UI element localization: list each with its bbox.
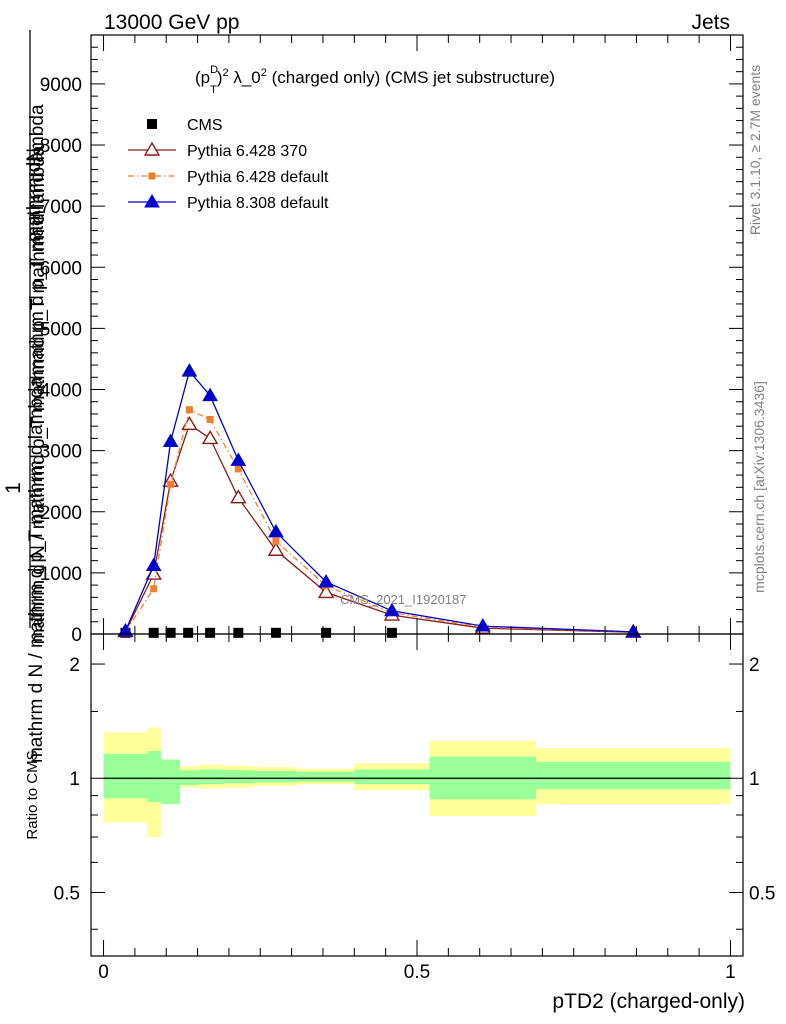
ratio-band-inner — [223, 770, 254, 784]
main-ytick-label: 0 — [71, 625, 82, 646]
data-point — [145, 557, 162, 572]
ratio-band-inner — [297, 771, 355, 782]
data-point — [230, 452, 247, 466]
ratio-panel: 0.5 0.5 1 1 2 2 0 0.5 1 — [54, 633, 775, 983]
data-point — [165, 627, 176, 638]
legend-entry-pythia8: Pythia 8.308 default — [128, 194, 329, 212]
data-point — [205, 627, 216, 638]
data-point — [270, 627, 281, 638]
data-point — [386, 627, 397, 638]
legend-entry-cms: CMS — [147, 117, 223, 134]
series-3 — [117, 363, 642, 638]
data-point — [181, 363, 198, 377]
legend-marker-pythia6-370 — [143, 141, 161, 156]
main-ylabel-num2: mathrm d N / mathrmd p_T mathrmd p_T mat… — [28, 145, 49, 644]
legend-label-pythia6-370: Pythia 6.428 370 — [187, 143, 307, 160]
ratio-ytick-label-right: 2 — [749, 655, 760, 676]
legend-marker-pythia6-default — [148, 172, 156, 180]
data-point — [272, 537, 280, 545]
main-ytick-label: 7000 — [40, 197, 82, 218]
main-ytick-label: 9000 — [40, 75, 82, 96]
x-tick-label: 0 — [98, 962, 109, 983]
main-ytick-label: 1000 — [40, 564, 82, 585]
data-point — [183, 627, 194, 638]
ratio-ytick-label-right: 1 — [749, 769, 760, 790]
ratio-ytick-label-right: 0.5 — [749, 883, 775, 904]
mcplots-label: mcplots.cern.ch [arXiv:1306.3436] — [751, 381, 767, 593]
series-0 — [120, 627, 397, 638]
main-ytick-label: 4000 — [40, 381, 82, 402]
data-point — [268, 523, 284, 538]
data-point — [206, 415, 214, 423]
main-ytick-label: 2000 — [40, 503, 82, 524]
ratio-axes: 0.5 0.5 1 1 2 2 0 0.5 1 — [54, 634, 775, 983]
x-tick-label: 0.5 — [404, 962, 430, 983]
data-point — [148, 627, 159, 638]
ratio-ytick-label: 0.5 — [54, 883, 80, 904]
rivet-label: Rivet 3.1.10, ≥ 2.7M events — [747, 65, 763, 235]
legend-marker-cms — [147, 119, 157, 129]
main-ylabel-num3: mathrm d p_T mathrm d lambda — [27, 104, 48, 375]
header-right: Jets — [691, 11, 730, 34]
analysis-watermark: CMS_2021_I1920187 — [340, 592, 467, 607]
data-point — [318, 574, 334, 588]
data-point — [267, 541, 285, 556]
data-point — [230, 489, 247, 504]
main-ytick-label: 3000 — [40, 442, 82, 463]
main-axes: 0 1000 2000 3000 4000 5000 6000 7000 8000 9000 — [40, 34, 743, 646]
ratio-band-inner — [180, 770, 199, 785]
main-ylabel-denominator: mathrm d N / mathrm d p_T mathrm d lambd… — [26, 377, 47, 764]
ratio-band-inner — [161, 759, 181, 805]
main-ylabel-one: 1 — [2, 482, 25, 494]
legend: CMS Pythia 6.428 370 Pythia 6.428 defaul… — [128, 117, 329, 212]
legend-entry-pythia6-default: Pythia 6.428 default — [128, 169, 329, 186]
legend-label-pythia6-default: Pythia 6.428 default — [187, 169, 329, 186]
data-point — [625, 623, 642, 638]
data-point — [201, 430, 219, 445]
main-ytick-label: 8000 — [40, 136, 82, 157]
ratio-band-inner — [354, 769, 430, 785]
legend-marker-pythia8 — [144, 194, 160, 208]
header-left: 13000 GeV pp — [104, 11, 239, 34]
plot-title: (pD T)2 λ_02 (charged only) (CMS jet subs… — [195, 64, 555, 96]
data-point — [150, 585, 158, 593]
data-point — [117, 622, 134, 637]
x-axis-label: pTD2 (charged-only) — [552, 990, 745, 1013]
ratio-band-inner — [536, 761, 731, 790]
ratio-ylabel: Ratio to CMS — [24, 750, 41, 839]
ratio-bands — [103, 727, 731, 838]
ratio-band-inner — [147, 750, 162, 803]
ratio-ytick-label: 1 — [69, 769, 80, 790]
x-tick-label: 1 — [725, 962, 736, 983]
main-ylabel-num1: mathrm dN — [24, 148, 45, 242]
data-point — [185, 406, 193, 414]
ratio-band-inner — [198, 769, 224, 785]
main-ylabel: 1 mathrm dN mathrm d p_T mathrm d lambda… — [2, 30, 49, 763]
ratio-ytick-label: 2 — [69, 655, 80, 676]
data-point — [234, 465, 242, 473]
data-point — [181, 415, 198, 431]
ratio-band-inner — [254, 770, 298, 783]
main-ytick-label: 5000 — [40, 319, 82, 340]
legend-label-cms: CMS — [187, 117, 223, 134]
data-point — [202, 387, 218, 402]
data-point — [384, 602, 400, 617]
legend-entry-pythia6-370: Pythia 6.428 370 — [128, 141, 307, 160]
data-point — [167, 480, 175, 488]
main-ytick-label: 6000 — [40, 258, 82, 279]
legend-label-pythia8: Pythia 8.308 default — [187, 195, 329, 212]
main-panel: 0 1000 2000 3000 4000 5000 6000 7000 8000 9000 — [40, 34, 744, 646]
data-point — [317, 584, 335, 599]
data-point — [162, 433, 179, 447]
ratio-band-inner — [103, 753, 148, 799]
data-point — [321, 627, 332, 638]
data-point — [233, 627, 244, 638]
